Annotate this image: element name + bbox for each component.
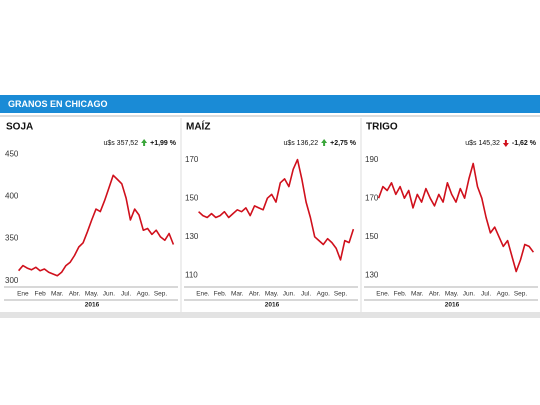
panel-title: TRIGO — [366, 122, 398, 133]
x-tick-label: May. — [445, 291, 459, 298]
x-tick-label: Sep. — [154, 291, 168, 298]
x-tick-label: May. — [265, 291, 279, 298]
x-tick-label: Abr. — [249, 291, 261, 298]
x-tick-label: Sep. — [334, 291, 348, 298]
price-line — [377, 162, 535, 273]
x-tick-label: Ene. — [376, 291, 390, 298]
y-tick-label: 130 — [185, 232, 199, 241]
y-tick-label: 110 — [185, 270, 198, 279]
x-tick-label: Ago. — [497, 291, 511, 298]
x-tick-label: Jun. — [463, 291, 475, 298]
change-arrow — [321, 139, 328, 146]
x-tick-label: Mar. — [411, 291, 424, 298]
x-axis-label: 2016 — [85, 302, 100, 309]
header-bar — [0, 95, 540, 113]
panel-title: MAÍZ — [186, 120, 210, 133]
price-label: u$s 145,32 — [465, 140, 500, 147]
x-tick-label: Jul. — [121, 291, 131, 298]
x-tick-label: Ago. — [137, 291, 151, 298]
change-label: +2,75 % — [330, 140, 357, 147]
header-title: GRANOS EN CHICAGO — [8, 99, 108, 109]
x-tick-label: Ago. — [317, 291, 331, 298]
x-tick-label: Feb. — [214, 291, 227, 298]
x-tick-label: Jul. — [481, 291, 491, 298]
x-tick-label: Mar. — [231, 291, 244, 298]
x-tick-label: Jun. — [103, 291, 115, 298]
y-tick-label: 170 — [185, 155, 199, 164]
y-tick-label: 190 — [365, 155, 379, 164]
y-tick-label: 400 — [5, 192, 19, 201]
y-tick-label: 350 — [5, 234, 19, 243]
y-tick-label: 450 — [5, 149, 19, 158]
x-tick-label: Ene — [17, 291, 29, 298]
price-label: u$s 136,22 — [283, 140, 318, 147]
y-tick-label: 170 — [365, 193, 379, 202]
x-axis-label: 2016 — [265, 302, 280, 309]
y-tick-label: 150 — [365, 232, 379, 241]
x-tick-label: Abr. — [429, 291, 441, 298]
panel-title: SOJA — [6, 122, 33, 133]
price-label: u$s 357,52 — [103, 140, 138, 147]
footer-band — [0, 312, 540, 318]
y-tick-label: 150 — [185, 193, 199, 202]
x-axis-label: 2016 — [445, 302, 460, 309]
x-tick-label: Jul. — [301, 291, 311, 298]
x-tick-label: Feb — [34, 291, 46, 298]
x-tick-label: Abr. — [69, 291, 81, 298]
x-tick-label: Sep. — [514, 291, 528, 298]
price-line — [198, 158, 355, 261]
y-tick-label: 300 — [5, 276, 19, 285]
x-tick-label: Mar. — [51, 291, 64, 298]
change-arrow — [502, 140, 509, 147]
change-arrow — [141, 139, 148, 146]
x-tick-label: Jun. — [283, 291, 295, 298]
change-label: -1,62 % — [512, 140, 537, 147]
x-tick-label: May. — [85, 291, 99, 298]
x-tick-label: Feb. — [394, 291, 407, 298]
x-tick-label: Ene. — [196, 291, 210, 298]
change-label: +1,99 % — [150, 140, 177, 147]
y-tick-label: 130 — [365, 270, 379, 279]
price-line — [17, 174, 175, 277]
